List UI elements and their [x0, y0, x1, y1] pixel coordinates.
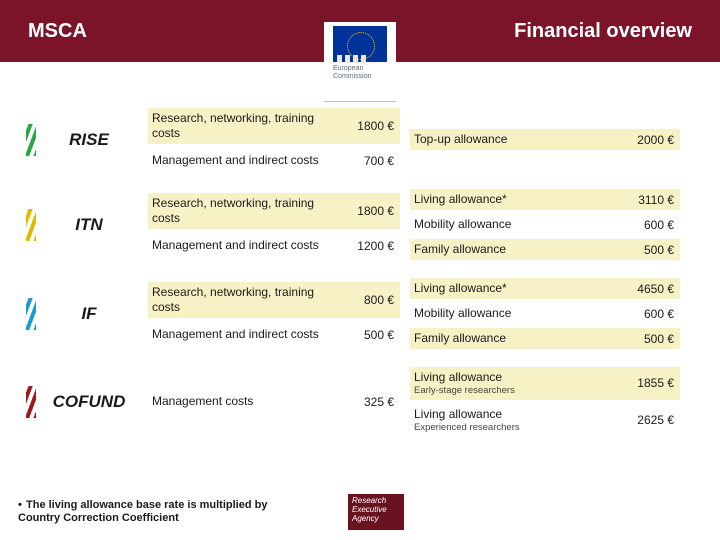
scheme-col: COFUND	[26, 367, 138, 437]
ec-logo: European Commission	[324, 22, 396, 102]
cost-row: Management and indirect costs700 €	[148, 150, 400, 171]
allowance-label: Family allowance	[414, 242, 624, 257]
content-area: RISE Research, networking, training costs…	[0, 108, 720, 455]
right-col: Living allowanceEarly-stage researchers1…	[410, 367, 680, 437]
allowance-label-text: Family allowance	[414, 242, 506, 256]
cost-value: 700 €	[344, 154, 396, 168]
allowance-sublabel: Early-stage researchers	[414, 385, 624, 397]
cost-label: Management and indirect costs	[152, 327, 344, 342]
scheme-label: COFUND	[26, 386, 138, 418]
header-left: MSCA	[28, 20, 87, 43]
scheme-section: IF Research, networking, training costs80…	[26, 278, 694, 349]
right-col: Living allowance* 4650 € Mobility allowanc…	[410, 278, 680, 349]
allowance-label: Living allowanceExperienced researchers	[414, 407, 624, 434]
rea-l3: Agency	[352, 515, 400, 524]
cost-row: Research, networking, training costs1800…	[148, 108, 400, 144]
cost-label: Management costs	[152, 394, 344, 409]
cost-value: 1800 €	[344, 204, 396, 218]
scheme-section: COFUND Management costs325 € Living allowa…	[26, 367, 694, 437]
cost-value: 800 €	[344, 293, 396, 307]
cost-value: 500 €	[344, 328, 396, 342]
allowance-row: Family allowance 500 €	[410, 239, 680, 260]
allowance-value: 600 €	[624, 218, 676, 232]
allowance-label: Living allowanceEarly-stage researchers	[414, 370, 624, 397]
allowance-sublabel: Experienced researchers	[414, 422, 624, 434]
logo-underline	[324, 101, 396, 102]
allowance-label-text: Top-up allowance	[414, 132, 507, 146]
scheme-label: IF	[26, 298, 138, 330]
allowance-value: 600 €	[624, 307, 676, 321]
logo-line2: Commission	[333, 73, 372, 80]
scheme-section: ITN Research, networking, training costs1…	[26, 189, 694, 260]
scheme-label: ITN	[26, 209, 138, 241]
cost-value: 1200 €	[344, 239, 396, 253]
cost-label: Research, networking, training costs	[152, 196, 344, 226]
allowance-label-text: Living allowance	[414, 370, 502, 384]
allowance-value: 500 €	[624, 243, 676, 257]
allowance-row: Mobility allowance 600 €	[410, 303, 680, 324]
allowance-label: Living allowance*	[414, 192, 624, 207]
allowance-label-text: Family allowance	[414, 331, 506, 345]
scheme-label: RISE	[26, 124, 138, 156]
cost-row: Research, networking, training costs800 …	[148, 282, 400, 318]
mid-col: Research, networking, training costs800 …	[148, 278, 400, 349]
right-col: Living allowance* 3110 € Mobility allowanc…	[410, 189, 680, 260]
allowance-row: Living allowance* 4650 €	[410, 278, 680, 299]
cost-value: 325 €	[344, 395, 396, 409]
allowance-label: Living allowance*	[414, 281, 624, 296]
scheme-col: IF	[26, 278, 138, 349]
cost-label: Management and indirect costs	[152, 238, 344, 253]
cost-label: Research, networking, training costs	[152, 111, 344, 141]
allowance-value: 2625 €	[624, 413, 676, 427]
cost-row: Research, networking, training costs1800…	[148, 193, 400, 229]
allowance-label: Family allowance	[414, 331, 624, 346]
allowance-row: Mobility allowance 600 €	[410, 214, 680, 235]
allowance-label-text: Living allowance	[414, 407, 502, 421]
allowance-label-text: Living allowance*	[414, 192, 507, 206]
eu-flag-icon	[333, 26, 387, 62]
allowance-value: 500 €	[624, 332, 676, 346]
cost-label: Research, networking, training costs	[152, 285, 344, 315]
cost-row: Management and indirect costs500 €	[148, 324, 400, 345]
logo-line1: European	[333, 65, 363, 72]
header-right: Financial overview	[514, 20, 692, 43]
allowance-row: Top-up allowance 2000 €	[410, 129, 680, 150]
allowance-row: Family allowance 500 €	[410, 328, 680, 349]
rea-badge: Research Executive Agency	[348, 494, 404, 530]
cost-label: Management and indirect costs	[152, 153, 344, 168]
allowance-label-text: Mobility allowance	[414, 306, 511, 320]
logo-text: European Commission	[333, 65, 387, 80]
footnote-text: The living allowance base rate is multip…	[18, 499, 267, 525]
allowance-value: 2000 €	[624, 133, 676, 147]
mid-col: Research, networking, training costs1800…	[148, 189, 400, 260]
allowance-label: Mobility allowance	[414, 217, 624, 232]
allowance-row: Living allowance* 3110 €	[410, 189, 680, 210]
mid-col: Research, networking, training costs1800…	[148, 108, 400, 171]
allowance-label: Mobility allowance	[414, 306, 624, 321]
footnote: •The living allowance base rate is multi…	[18, 499, 298, 527]
allowance-label: Top-up allowance	[414, 132, 624, 147]
cost-row: Management costs325 €	[148, 391, 400, 412]
allowance-row: Living allowanceEarly-stage researchers1…	[410, 367, 680, 400]
right-col: Top-up allowance 2000 €	[410, 108, 680, 171]
scheme-section: RISE Research, networking, training costs…	[26, 108, 694, 171]
cost-value: 1800 €	[344, 119, 396, 133]
allowance-label-text: Mobility allowance	[414, 217, 511, 231]
allowance-row: Living allowanceExperienced researchers2…	[410, 404, 680, 437]
allowance-value: 4650 €	[624, 282, 676, 296]
cost-row: Management and indirect costs1200 €	[148, 235, 400, 256]
scheme-col: RISE	[26, 108, 138, 171]
allowance-label-text: Living allowance*	[414, 281, 507, 295]
allowance-value: 1855 €	[624, 376, 676, 390]
scheme-col: ITN	[26, 189, 138, 260]
allowance-value: 3110 €	[624, 193, 676, 207]
mid-col: Management costs325 €	[148, 367, 400, 437]
